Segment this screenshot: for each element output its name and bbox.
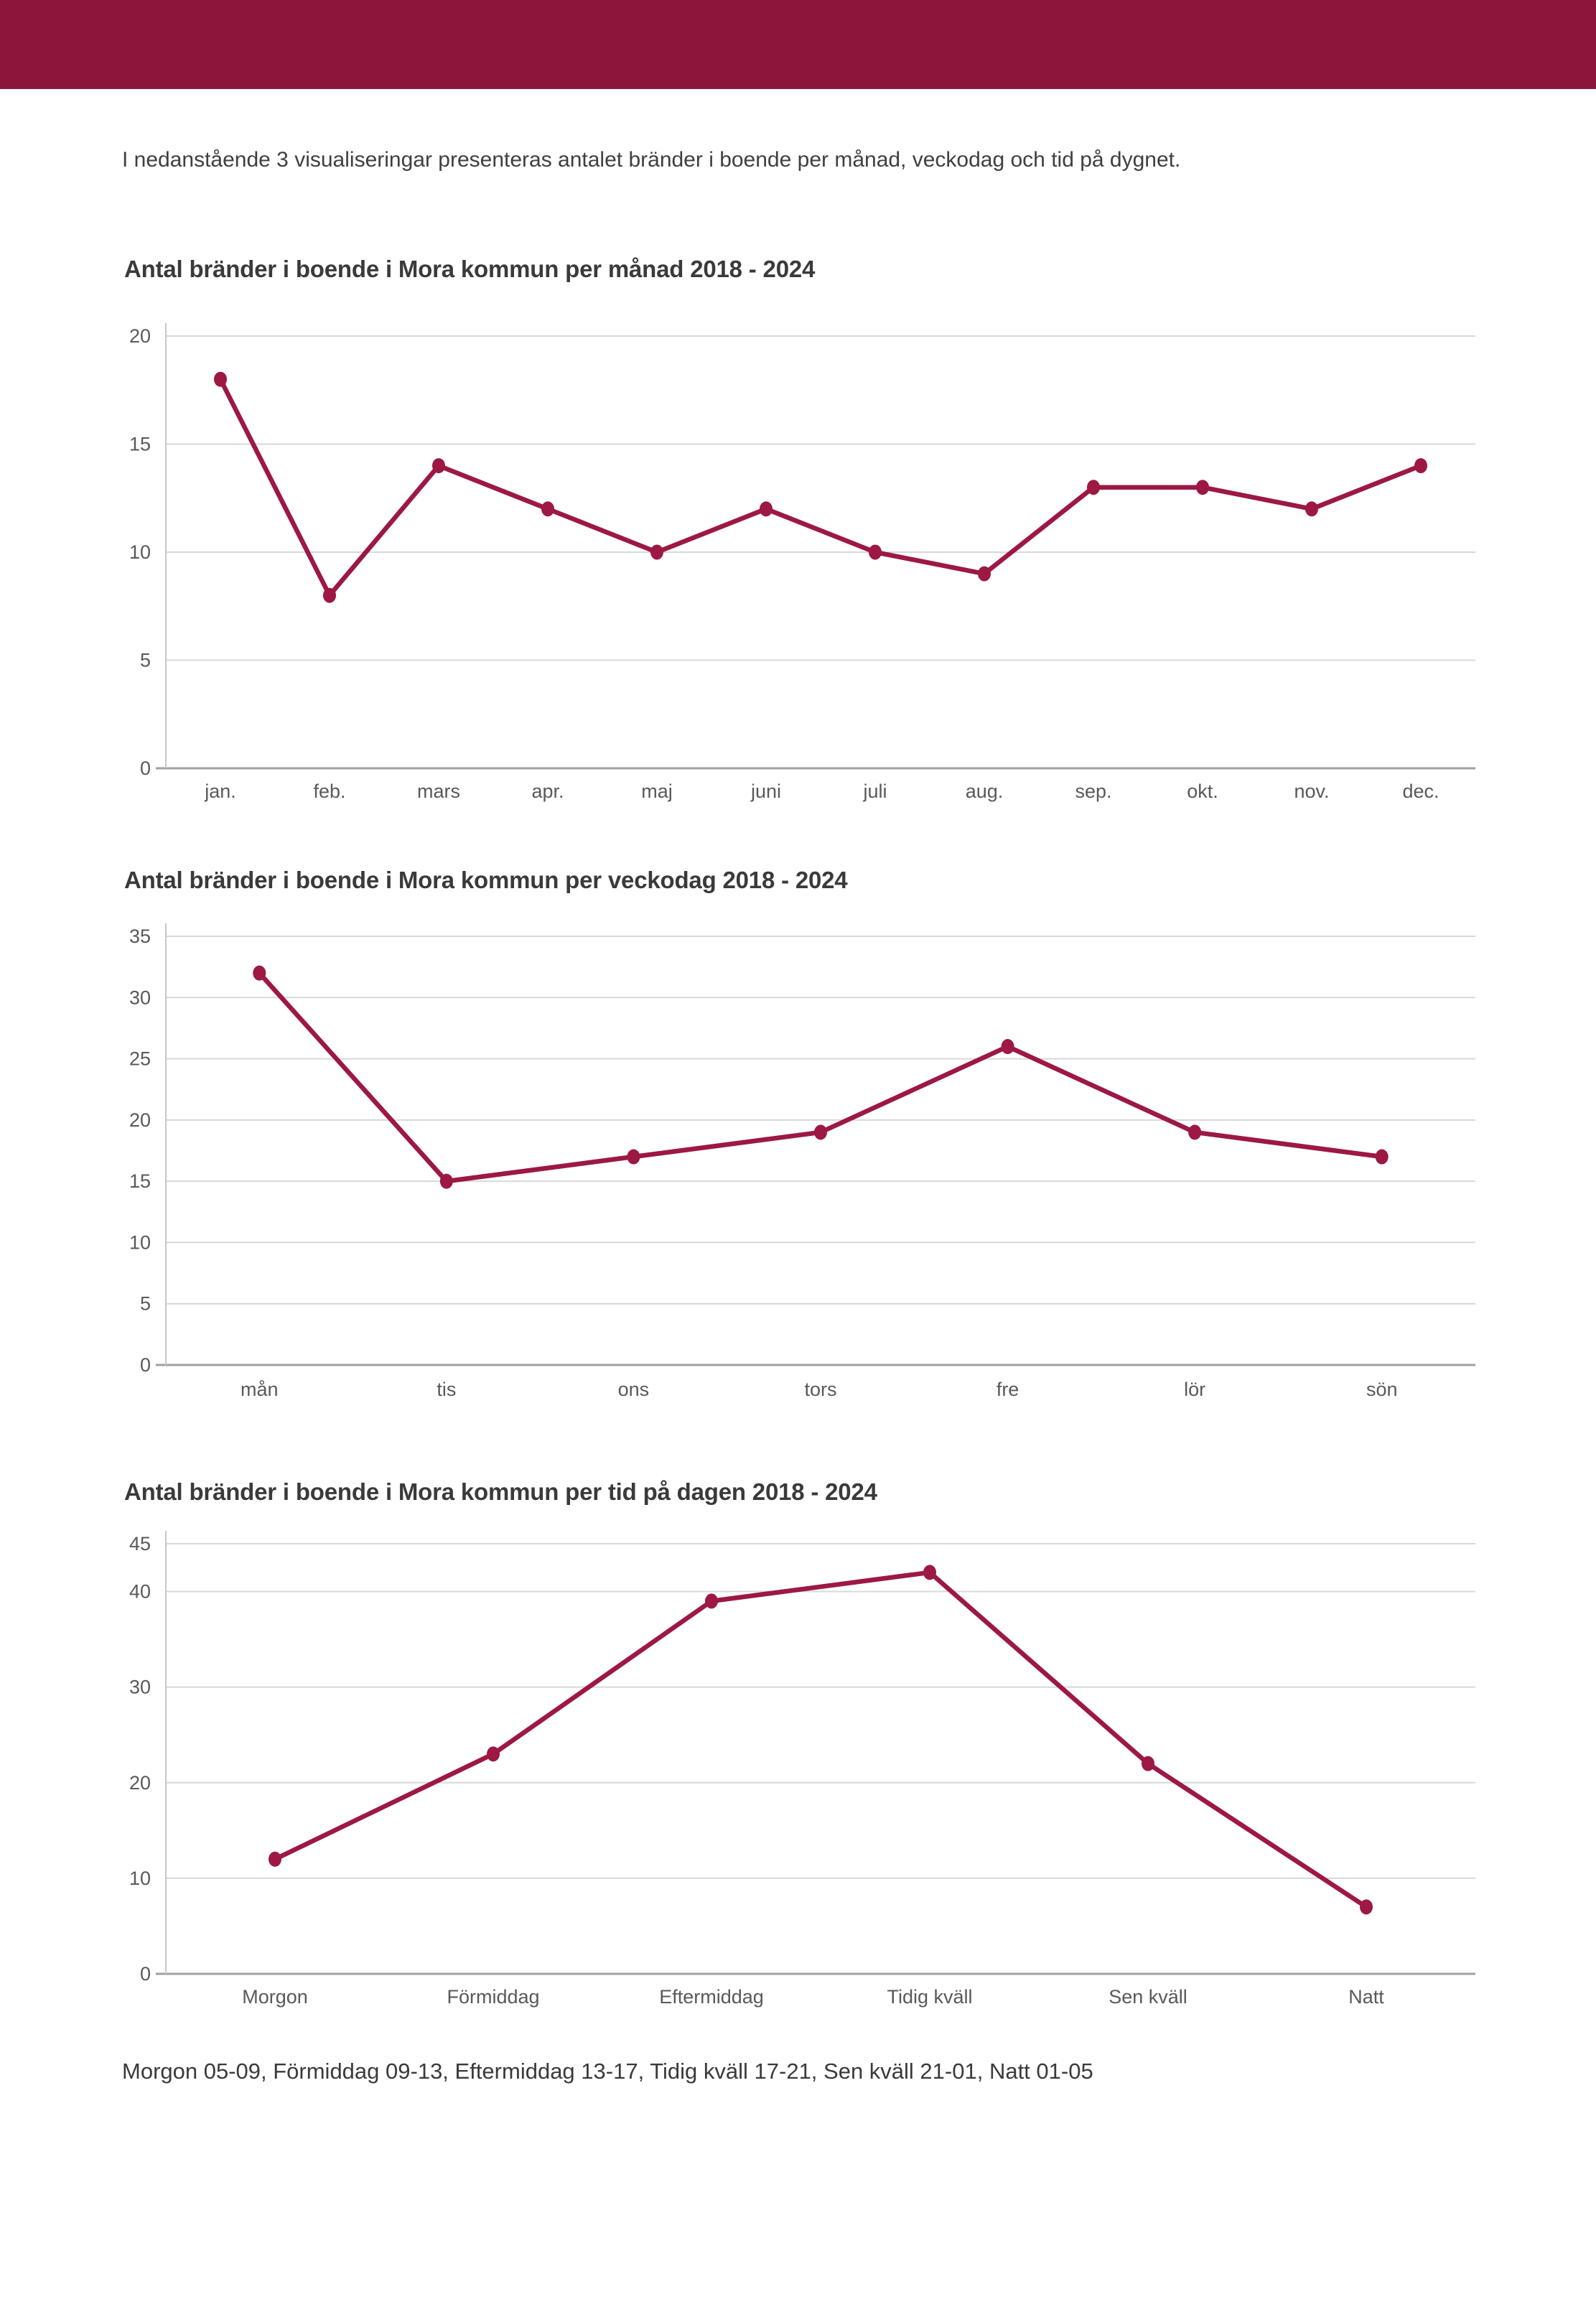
x-category-label: tis [437,1379,456,1400]
data-point-marker [323,587,336,603]
x-category-label: tors [804,1379,836,1400]
y-tick-label: 0 [140,1354,151,1376]
y-tick-label: 35 [129,926,151,947]
data-point-marker [432,458,445,474]
data-point-marker [650,544,663,560]
y-tick-label: 30 [129,1677,151,1698]
y-tick-label: 40 [129,1581,151,1603]
data-line [257,970,1384,1184]
x-category-label: lör [1184,1379,1205,1400]
intro-text: I nedanstående 3 visualiseringar present… [122,148,1181,172]
data-point-marker [1305,501,1318,517]
data-point-marker [1087,480,1100,495]
y-tick-label: 10 [129,1868,151,1889]
data-point-marker [869,544,882,560]
line-chart-per-time-of-day: 0 10 20 30 40 45 Morgon Förmiddag Eftermiddag Tid… [129,1531,1475,2008]
data-point-marker [1142,1756,1154,1771]
y-tick-label: 5 [140,650,151,671]
y-tick-label: 0 [140,758,151,779]
x-category-label: ons [618,1379,650,1400]
chart-title-per-month: Antal bränder i boende i Mora kommun per… [124,256,816,282]
y-tick-label: 20 [129,325,151,347]
chart-title-per-time-of-day: Antal bränder i boende i Mora kommun per… [124,1478,877,1505]
top-banner [0,0,1596,89]
y-tick-label: 15 [129,1170,151,1192]
line-chart-per-weekday: 0 5 10 15 20 25 30 35 mån tis ons tors fre lör sön [129,923,1475,1400]
x-category-label: aug. [966,780,1004,802]
x-category-label: Eftermiddag [659,1986,764,2008]
line-chart-per-month: 0 5 10 15 20 jan. feb. mars apr. maj juni juli aug. s… [129,323,1475,802]
data-point-marker [1188,1124,1202,1140]
x-category-label: Sen kväll [1109,1986,1187,2008]
x-category-label: dec. [1402,780,1439,802]
data-point-marker [439,1173,453,1189]
chart-section-per-month: Antal bränder i boende i Mora kommun per… [0,253,1596,827]
data-point-marker [814,1124,827,1140]
x-category-label: Tidig kväll [887,1986,972,2008]
x-category-label: apr. [531,780,564,802]
x-category-label: juni [750,780,781,802]
y-tick-label: 5 [140,1293,151,1315]
data-point-marker [269,1851,281,1867]
y-tick-label: 0 [140,1963,151,1985]
x-category-label: sep. [1075,780,1111,802]
data-line [218,376,1424,598]
x-category-label: maj [641,780,673,802]
y-tick-label: 10 [129,541,151,563]
y-tick-label: 45 [129,1533,151,1555]
y-tick-label: 20 [129,1772,151,1794]
x-category-label: mån [241,1379,279,1400]
data-point-marker [705,1593,718,1609]
y-tick-label: 25 [129,1048,151,1070]
data-point-marker [978,566,991,582]
y-tick-label: 20 [129,1109,151,1131]
x-category-label: jan. [204,780,236,802]
data-point-marker [627,1149,640,1165]
data-point-marker [923,1565,936,1580]
data-point-marker [1375,1149,1389,1165]
x-category-label: Morgon [242,1986,308,2008]
y-tick-label: 10 [129,1231,151,1253]
data-point-marker [214,371,227,387]
footer-note: Morgon 05-09, Förmiddag 09-13, Eftermidd… [122,2059,1093,2084]
chart-section-per-time-of-day: Antal bränder i boende i Mora kommun per… [0,1476,1596,2032]
data-line [272,1570,1369,1910]
data-point-marker [1360,1899,1373,1915]
chart-title-per-weekday: Antal bränder i boende i Mora kommun per… [124,867,848,893]
data-point-marker [487,1746,500,1762]
x-category-label: Natt [1348,1986,1384,2008]
x-category-label: feb. [313,780,345,802]
x-category-label: juli [862,780,887,802]
data-point-marker [1001,1039,1014,1055]
data-point-marker [541,501,554,517]
x-category-label: mars [417,780,460,802]
data-point-marker [1414,458,1427,474]
y-tick-label: 30 [129,987,151,1008]
x-category-label: okt. [1187,780,1218,802]
chart-section-per-weekday: Antal bränder i boende i Mora kommun per… [0,864,1596,1427]
x-category-label: nov. [1294,780,1329,802]
data-point-marker [1196,480,1209,495]
data-point-marker [760,501,773,517]
x-category-label: fre [997,1379,1019,1400]
data-point-marker [253,965,266,981]
x-category-label: Förmiddag [447,1986,539,2008]
x-category-label: sön [1366,1379,1398,1400]
y-tick-label: 15 [129,434,151,455]
